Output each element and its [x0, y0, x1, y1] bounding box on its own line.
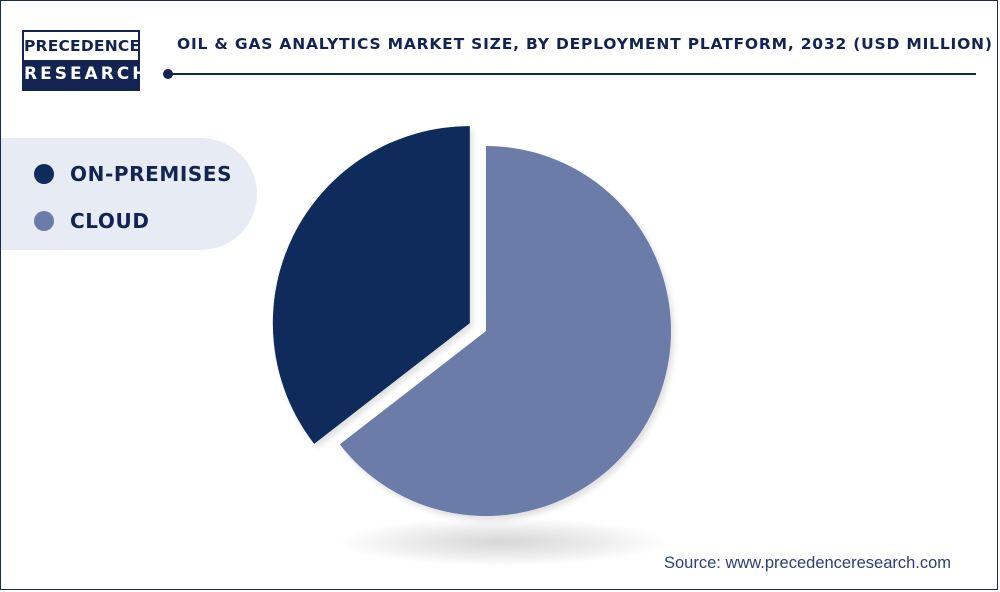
- pie-chart: [272, 126, 674, 566]
- legend-item-on-premises: ON-PREMISES: [34, 160, 232, 188]
- legend-swatch-cloud: [34, 211, 54, 231]
- logo-bottom-text: RESEARCH: [24, 60, 147, 89]
- title-rule: [169, 73, 976, 75]
- logo-top-text: PRECEDENCE: [24, 37, 141, 55]
- legend-swatch-on-premises: [34, 164, 54, 184]
- pie-ground-shadow: [337, 518, 667, 566]
- legend: ON-PREMISES CLOUD: [1, 138, 257, 250]
- source-text: Source: www.precedenceresearch.com: [664, 554, 952, 572]
- pie-slice-cloud: [339, 146, 671, 516]
- legend-label-on-premises: ON-PREMISES: [70, 162, 233, 186]
- precedence-research-logo: PRECEDENCE RESEARCH: [22, 30, 147, 91]
- legend-label-cloud: CLOUD: [70, 209, 150, 233]
- chart-title: OIL & GAS ANALYTICS MARKET SIZE, BY DEPL…: [177, 35, 993, 53]
- pie-slice-on-premises: [272, 126, 470, 444]
- legend-item-cloud: CLOUD: [34, 207, 150, 235]
- title-rule-dot: [163, 69, 173, 79]
